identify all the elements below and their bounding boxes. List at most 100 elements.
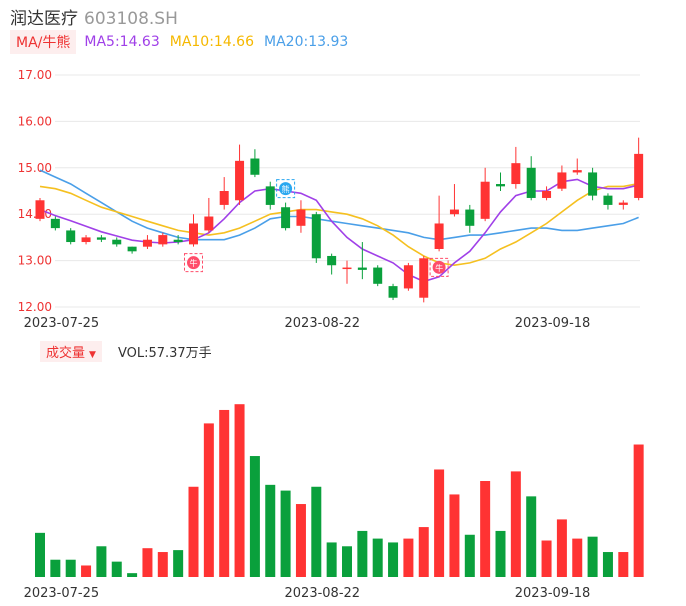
candle-body [373,267,383,284]
y-tick-label: 12.00 [18,300,52,314]
ma20-value: MA20:13.93 [264,34,349,50]
candle-body [112,239,122,245]
price-x-axis: 2023-07-25 2023-08-22 2023-09-18 [24,316,591,331]
volume-bar [219,409,230,577]
candle-body [296,209,306,226]
candle [572,158,582,175]
candle-body [189,223,198,245]
volume-bar [526,496,537,577]
candle-body [96,237,106,240]
volume-bar [35,532,45,577]
candle-body [511,163,521,185]
marker-badge [187,256,200,270]
candle [511,146,521,189]
candle [281,202,291,231]
candle [219,177,229,210]
candle-body [542,191,552,198]
candle-body [403,265,413,289]
stock-code: 603108.SH [84,9,178,29]
volume-bar [618,552,629,577]
marker-frame [184,253,203,273]
volume-bar [434,469,445,577]
volume-indicator-tab[interactable]: 成交量 ▼ [40,340,102,362]
candle-body [618,202,628,205]
ma10-line [39,182,639,267]
candle [634,137,644,201]
candle-body [219,191,229,205]
volume-bar [65,559,76,577]
volume-bar [280,490,291,577]
candle-body [526,167,536,198]
candle-body [66,230,76,243]
bull-signal-icon: 牛 [184,253,203,273]
candle [618,200,628,210]
candle [173,235,183,245]
marker-frame [429,257,449,277]
volume-bar [203,423,214,577]
candle [388,283,398,301]
candles [35,137,644,303]
candle-body [480,181,490,219]
volume-bar [587,536,598,577]
volume-x-axis: 2023-07-25 2023-08-22 2023-09-18 [24,586,591,601]
candle [357,242,367,280]
candle [66,228,76,245]
volume-bar [357,530,368,577]
marker-badge [432,260,446,274]
candle [142,235,152,249]
candle-body [588,172,598,196]
volume-bar [157,552,168,577]
candle-body [634,153,644,198]
volume-bar [480,481,491,577]
y-tick-label: 17.00 [18,68,52,82]
volume-bar [556,519,567,577]
candle-body [465,209,475,226]
volume-bar [372,538,383,577]
candle [81,235,91,245]
candle-body [603,195,613,205]
ma-indicator-tab[interactable]: MA/牛熊 [10,30,77,54]
x-tick-label: 2023-07-25 [24,586,100,601]
volume-bar [388,542,399,577]
candle-body [265,186,275,205]
candle-body [81,237,91,243]
candle [250,149,260,178]
x-tick-label: 2023-07-25 [24,316,100,331]
candle-body [204,216,214,231]
candle-body [419,258,429,298]
candle-body [127,246,137,252]
marker-frame [276,179,296,199]
signal-markers: 牛 熊牛 [184,179,449,277]
x-tick-label: 2023-08-22 [285,586,361,601]
volume-bar [602,552,613,577]
candle [311,211,321,263]
candle-body [281,207,291,229]
candle [557,165,567,191]
candle [373,265,383,287]
volume-bar [111,561,122,577]
volume-bar [127,573,138,577]
candle-body [557,172,567,189]
candle [189,214,198,247]
volume-bar [249,456,260,577]
volume-bar [495,530,506,577]
candle [327,253,337,275]
candle [588,167,598,201]
ma-legend: MA/牛熊 MA5:14.63 MA10:14.66 MA20:13.93 [10,30,348,54]
volume-bar [326,542,337,577]
candle [204,197,214,233]
volume-bar [81,565,92,577]
candle-body [35,200,45,219]
stock-name: 润达医疗 [10,9,78,29]
candle [235,144,245,205]
volume-bar [403,538,414,577]
bear-signal-icon: 熊 [276,179,296,199]
candle-body [342,267,352,270]
candle [526,156,536,201]
candle-body [357,267,367,270]
volume-bar [418,527,429,577]
ma5-value: MA5:14.63 [84,34,160,50]
candle-body [572,170,582,173]
candle [265,181,275,210]
bull-signal-icon: 牛 [429,257,449,277]
